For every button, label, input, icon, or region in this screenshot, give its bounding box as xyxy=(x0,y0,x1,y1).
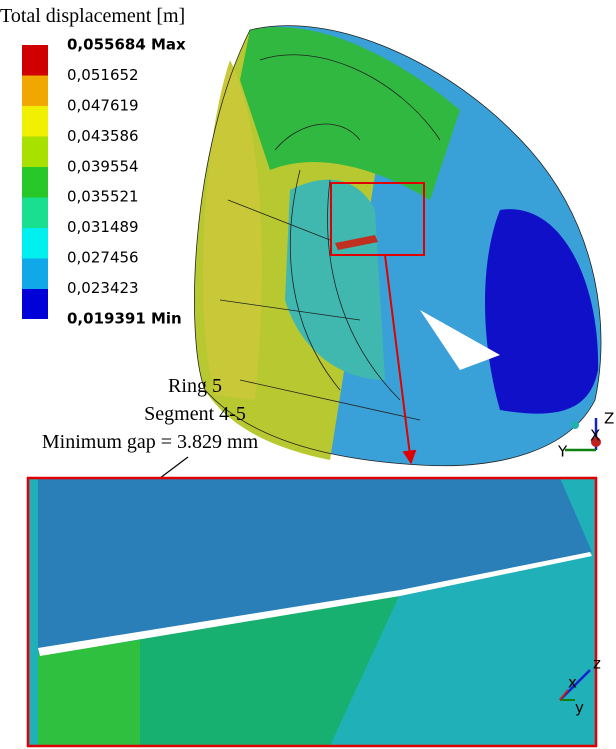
axis-label: x xyxy=(568,674,577,692)
detail-panel: z y x xyxy=(28,478,601,746)
legend-label: 0,039554 xyxy=(67,157,139,175)
axis-label: Y xyxy=(557,443,568,461)
annotation-line: Ring 5 xyxy=(168,375,222,397)
legend-label: 0,031489 xyxy=(67,218,139,236)
legend-label: 0,023423 xyxy=(67,279,139,297)
legend-label: 0,051652 xyxy=(67,66,139,84)
annotation-line: Segment 4-5 xyxy=(144,403,246,425)
annotation-line: Minimum gap = 3.829 mm xyxy=(42,431,259,453)
legend-title: Total displacement [m] xyxy=(0,5,185,27)
axis-label: X xyxy=(590,427,600,445)
legend-label: 0,027456 xyxy=(67,249,139,267)
axis-label: z xyxy=(593,655,601,673)
legend-label: 0,035521 xyxy=(67,188,139,206)
legend-label: 0,047619 xyxy=(67,96,139,114)
legend-label: 0,043586 xyxy=(67,127,139,145)
model xyxy=(194,26,601,466)
legend-labels: 0,055684 Max 0,051652 0,047619 0,043586 0,03… xyxy=(67,36,186,328)
figure: Total displacement [m] 0,055684 Max 0,051… xyxy=(0,0,616,749)
legend-bar xyxy=(22,45,48,319)
axis-label: Z xyxy=(604,410,614,428)
axis-label: y xyxy=(575,699,584,717)
legend-label: 0,055684 Max xyxy=(67,36,186,54)
legend-label: 0,019391 Min xyxy=(67,310,182,328)
